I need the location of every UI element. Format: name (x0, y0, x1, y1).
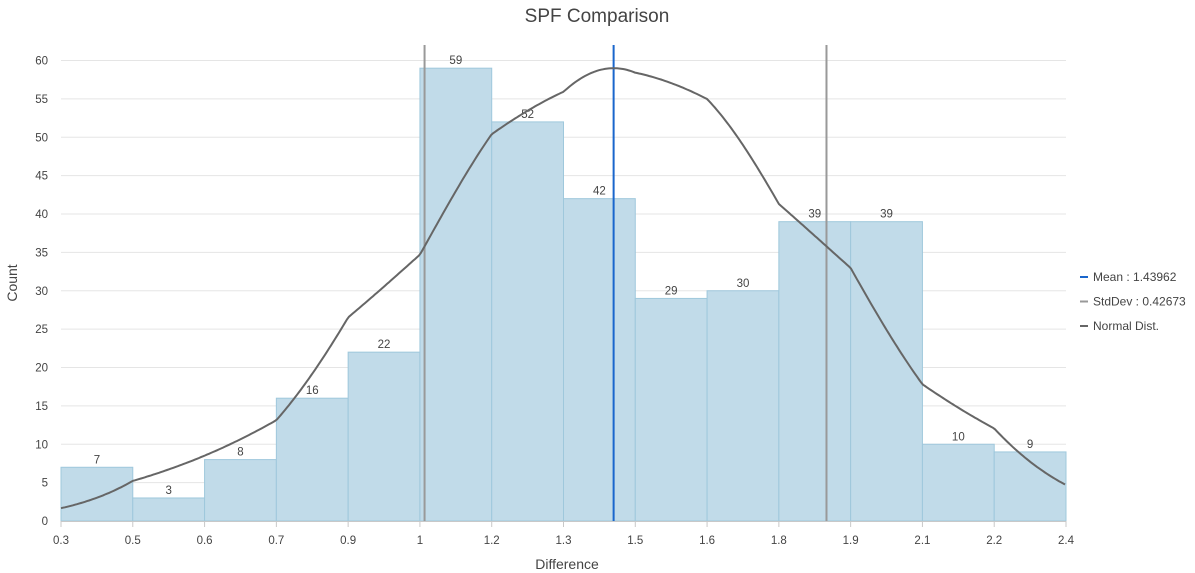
legend: Mean : 1.43962 StdDev : 0.42673 Normal Dis… (1080, 270, 1186, 333)
bar-value-label: 39 (880, 209, 893, 221)
bar-value-label: 3 (165, 485, 171, 497)
y-tick-label: 25 (35, 324, 48, 336)
y-tick-label: 35 (35, 247, 48, 259)
histogram-bar (993, 451, 1067, 522)
bar-value-label: 7 (94, 454, 100, 466)
reference-lines (423, 45, 828, 521)
x-tick-label: 1 (417, 535, 423, 547)
y-tick-label: 20 (35, 363, 48, 375)
chart-title: SPF Comparison (525, 6, 670, 27)
y-tick-label: 30 (35, 286, 48, 298)
x-tick-label: 1.5 (627, 535, 643, 547)
y-axis-title: Count (4, 264, 20, 301)
y-tick-label: 40 (35, 209, 48, 221)
x-tick-label: 2.4 (1058, 535, 1075, 547)
x-tick-label: 2.2 (986, 535, 1002, 547)
histogram-bar (204, 459, 277, 522)
bar-value-label: 9 (1027, 439, 1033, 451)
y-tick-label: 45 (35, 171, 48, 183)
histogram-bar (491, 121, 565, 522)
bar-value-label: 39 (808, 209, 821, 221)
histogram-bar (563, 198, 636, 522)
x-tick-label: 1.6 (699, 535, 715, 547)
histogram-bar (419, 67, 493, 522)
normal-distribution-curve (60, 67, 1066, 510)
histogram-bar (921, 443, 995, 522)
y-tick-label: 55 (35, 94, 48, 106)
y-axis: 0 5 10 15 20 25 30 35 40 45 50 55 60 (35, 56, 48, 529)
x-tick-label: 1.9 (843, 535, 859, 547)
y-tick-label: 10 (35, 439, 48, 451)
bar-value-label: 59 (449, 55, 462, 67)
histogram-bar (778, 221, 852, 522)
y-tick-label: 0 (42, 516, 48, 528)
x-tick-label: 1.2 (484, 535, 500, 547)
normal-curve-group (60, 67, 1066, 510)
y-tick-label: 5 (42, 478, 48, 490)
x-tick-label: 0.3 (53, 535, 69, 547)
legend-label: Normal Dist. (1093, 319, 1159, 333)
x-axis-title: Difference (535, 556, 599, 572)
y-tick-label: 50 (35, 132, 48, 144)
bar-value-label: 8 (237, 447, 243, 459)
x-tick-label: 0.5 (125, 535, 141, 547)
histogram-bar (60, 466, 134, 522)
legend-label: StdDev : 0.42673 (1093, 295, 1186, 309)
bar-value-label: 16 (306, 385, 319, 397)
y-tick-label: 60 (35, 56, 48, 68)
bar-value-label: 30 (737, 278, 750, 290)
histogram-bars (60, 67, 1067, 522)
histogram-bar (634, 297, 708, 522)
bar-value-label: 29 (665, 285, 678, 297)
x-tick-label: 1.3 (556, 535, 572, 547)
x-tick-label: 1.8 (771, 535, 787, 547)
histogram-bar (132, 497, 206, 522)
x-tick-label: 0.7 (268, 535, 284, 547)
bar-value-label: 10 (952, 431, 965, 443)
x-tick-label: 0.9 (340, 535, 356, 547)
histogram-bar (706, 290, 780, 522)
histogram-bar (850, 221, 923, 522)
histogram-bar (347, 351, 421, 522)
x-axis: 0.3 0.5 0.6 0.7 0.9 1 1.2 1.3 1.5 1.6 1.8 1.9 2.1 2.2… (53, 521, 1075, 547)
legend-label: Mean : 1.43962 (1093, 270, 1177, 284)
x-tick-label: 0.6 (197, 535, 213, 547)
bar-value-label: 22 (378, 339, 391, 351)
x-tick-label: 2.1 (914, 535, 930, 547)
bar-value-label: 42 (593, 186, 606, 198)
histogram-bar (275, 397, 349, 522)
y-tick-label: 15 (35, 401, 48, 413)
